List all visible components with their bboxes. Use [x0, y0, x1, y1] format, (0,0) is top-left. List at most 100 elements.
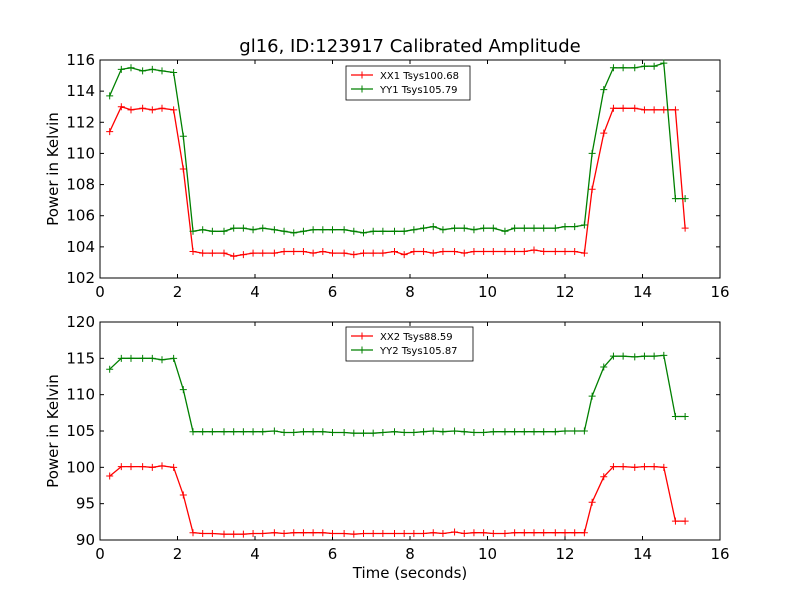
bottom-series-green-point	[270, 427, 278, 435]
bottom-series-green-point	[319, 428, 327, 436]
bottom-x-tick-label: 14	[633, 545, 652, 563]
top-series-green-point	[369, 227, 377, 235]
top-series-red-point	[340, 249, 348, 257]
bottom-series-red-point	[280, 529, 288, 537]
top-series-green-point	[309, 226, 317, 234]
top-series-red-point	[501, 248, 509, 256]
bottom-series-green-point	[139, 354, 147, 362]
bottom-series-green-point	[369, 429, 377, 437]
top-series-red-point	[127, 106, 135, 114]
top-series-green-point	[340, 226, 348, 234]
top-series-green-point	[551, 224, 559, 232]
bottom-series-red-point	[540, 529, 548, 537]
bottom-x-tick-label: 6	[328, 545, 338, 563]
top-x-tick-label: 12	[555, 283, 574, 301]
bottom-series-red-point	[319, 529, 327, 537]
top-legend-red-label: XX1 Tsys100.68	[380, 71, 459, 82]
bottom-series-green-point	[391, 428, 398, 436]
top-series-red-point	[410, 248, 418, 256]
bottom-y-tick-label: 110	[66, 386, 95, 404]
top-series-red-point	[400, 251, 408, 259]
bottom-series-red-point	[561, 529, 569, 537]
top-series-green-point	[501, 227, 509, 235]
bottom-legend-green-label: YY2 Tsys105.87	[379, 346, 458, 357]
bottom-series-green-point	[350, 429, 358, 437]
bottom-series-green-point	[410, 428, 418, 436]
top-y-axis-label: Power in Kelvin	[44, 112, 62, 226]
top-series-green-point	[439, 226, 447, 234]
top-series-green-point	[480, 224, 488, 232]
top-series-green-point	[640, 62, 648, 70]
top-series-red-point	[640, 106, 648, 114]
bottom-series-green-point	[671, 412, 679, 420]
bottom-series-green-point	[520, 428, 528, 436]
bottom-series-red-point	[609, 463, 617, 471]
top-series-red-point	[290, 248, 298, 256]
bottom-chart-panel: 0 2 4 6 8 10 12 14 16 90 95 100 105 110 115 120 Power in…	[44, 313, 730, 582]
top-series-red-point	[139, 104, 147, 112]
top-x-tick-label: 4	[250, 283, 260, 301]
bottom-series-red-point	[199, 529, 207, 537]
bottom-series-red-point	[379, 529, 387, 537]
top-series-green-point	[360, 229, 367, 237]
top-y-tick-label: 106	[66, 207, 95, 225]
bottom-series-red-point	[299, 529, 307, 537]
bottom-series-red-point	[631, 463, 639, 471]
bottom-series-green-point	[470, 428, 478, 436]
bottom-series-red-point	[360, 529, 367, 537]
bottom-series-red-point	[309, 529, 317, 537]
top-series-red-point	[561, 248, 569, 256]
bottom-series-red-point	[127, 463, 135, 471]
bottom-series-green-point	[460, 428, 468, 436]
top-series-green-point	[148, 65, 156, 73]
bottom-series-red-point	[148, 463, 156, 471]
bottom-series-green-point	[609, 352, 617, 360]
top-series-red-point	[671, 106, 679, 114]
bottom-series-green-point	[170, 354, 178, 362]
bottom-series-green-point	[117, 354, 125, 362]
top-x-tick-label: 8	[405, 283, 415, 301]
bottom-series-red-point	[179, 491, 187, 499]
top-series-green-point	[127, 64, 135, 72]
top-series-green-point	[280, 227, 288, 235]
bottom-series-green-point	[127, 354, 135, 362]
top-series-green-point	[230, 224, 238, 232]
bottom-series-red-point	[439, 529, 447, 537]
top-series-red-point	[470, 248, 478, 256]
top-x-tick-label: 10	[478, 283, 497, 301]
bottom-series-red-point	[259, 529, 267, 537]
bottom-series-red-point	[588, 498, 596, 506]
top-series-red-point	[179, 165, 187, 173]
top-series-green-point	[671, 195, 679, 203]
top-series-red-point	[511, 248, 519, 256]
bottom-series-green-point	[530, 428, 538, 436]
bottom-x-tick-label: 0	[95, 545, 105, 563]
top-series-green-point	[170, 68, 178, 76]
top-series-green-point	[259, 224, 267, 232]
bottom-series-red-point	[410, 529, 418, 537]
top-series-green-point	[208, 227, 216, 235]
bottom-series-red-line	[109, 465, 686, 535]
top-series-green-point	[420, 224, 428, 232]
top-series-green-point	[106, 92, 114, 100]
bottom-legend-red-marker-swatch	[358, 332, 366, 340]
bottom-series-green-line	[109, 354, 686, 434]
top-series-green-point	[400, 227, 408, 235]
top-series-green-point	[220, 227, 228, 235]
top-series-red-point	[249, 249, 257, 257]
top-legend-green-label: YY1 Tsys105.79	[379, 85, 458, 96]
bottom-series-red-point	[391, 529, 398, 537]
top-series-red-point	[439, 248, 447, 256]
bottom-x-tick-label: 12	[555, 545, 574, 563]
bottom-series-red-point	[369, 529, 377, 537]
bottom-series-green-point	[588, 392, 596, 400]
top-series-red-point	[369, 249, 377, 257]
top-series-green-point	[179, 132, 187, 140]
bottom-y-tick-label: 95	[76, 495, 95, 513]
top-series-red-point	[208, 249, 216, 257]
top-series-red-point	[540, 248, 548, 256]
top-series-red-point	[580, 249, 588, 257]
top-series-green-point	[239, 224, 247, 232]
bottom-series-red-point	[170, 463, 178, 471]
top-series-red-point	[379, 249, 387, 257]
